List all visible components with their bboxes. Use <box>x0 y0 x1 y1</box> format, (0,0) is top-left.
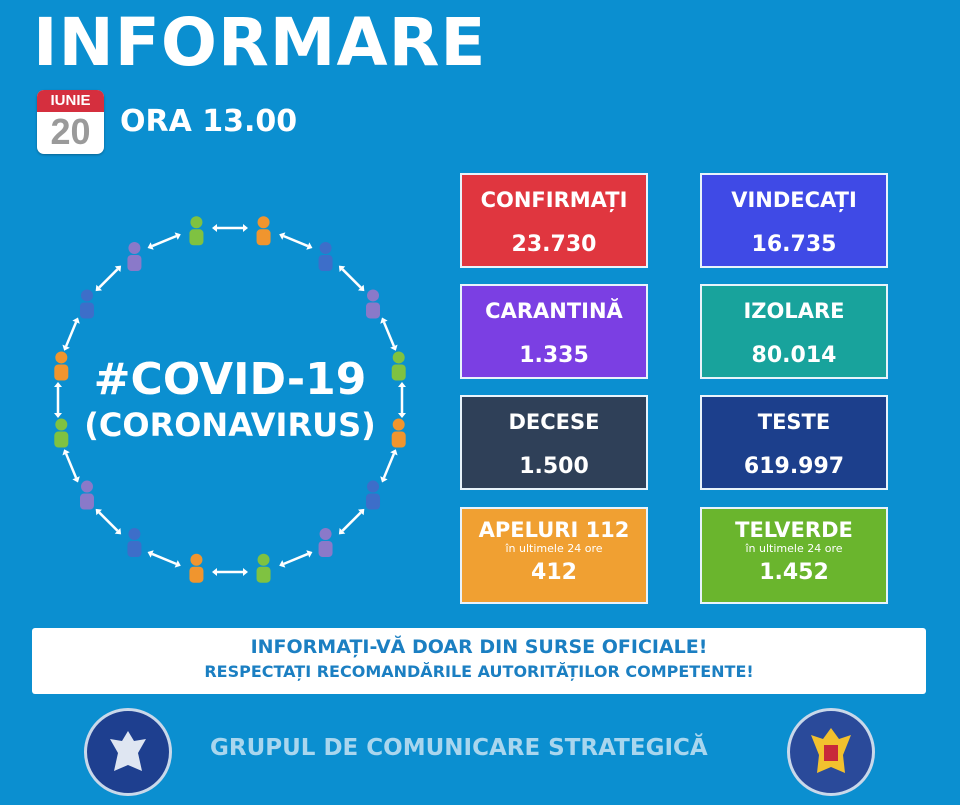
double-arrow-icon <box>380 449 398 483</box>
dsu-seal-logo <box>787 708 875 796</box>
stat-card-vindecat-i: VINDECAȚI 16.735 <box>700 173 888 268</box>
person-icon <box>256 553 271 583</box>
stat-value: 619.997 <box>743 454 845 479</box>
double-arrow-icon <box>147 232 181 250</box>
person-icon <box>391 418 406 448</box>
person-icon <box>189 553 204 583</box>
person-icon <box>79 480 94 510</box>
stat-value: 23.730 <box>511 232 597 257</box>
double-arrow-icon <box>279 232 313 250</box>
covid-heading: #COVID-19 (CORONAVIRUS) <box>60 355 400 445</box>
person-icon <box>391 351 406 381</box>
stat-card-apeluri-112: APELURI 112 în ultimele 24 ore 412 <box>460 507 648 604</box>
double-arrow-icon <box>398 382 406 418</box>
stat-card-carantina: CARANTINĂ 1.335 <box>460 284 648 379</box>
stat-card-decese: DECESE 1.500 <box>460 395 648 490</box>
double-arrow-icon <box>380 317 398 351</box>
person-icon <box>54 351 69 381</box>
covid-subtitle: (CORONAVIRUS) <box>84 406 376 444</box>
double-arrow-icon <box>54 382 62 418</box>
banner-line-2: RESPECTAȚI RECOMANDĂRILE AUTORITĂȚILOR C… <box>204 662 754 681</box>
footer-organization: GRUPUL DE COMUNICARE STRATEGICĂ <box>210 735 708 761</box>
person-icon <box>318 241 333 271</box>
stat-label: TELVERDE <box>735 518 853 542</box>
double-arrow-icon <box>62 317 80 351</box>
double-arrow-icon <box>147 550 181 568</box>
stat-label: APELURI 112 <box>478 518 630 542</box>
stat-label: CARANTINĂ <box>485 299 623 323</box>
stat-label: TESTE <box>757 410 831 434</box>
stat-card-izolare: IZOLARE 80.014 <box>700 284 888 379</box>
stat-value: 1.452 <box>759 560 829 585</box>
person-icon <box>189 216 204 246</box>
person-icon <box>318 528 333 558</box>
person-icon <box>366 289 381 319</box>
calendar-month: IUNIE <box>37 90 104 112</box>
double-arrow-icon <box>95 265 122 292</box>
page-title: INFORMARE <box>33 4 487 81</box>
stat-sublabel: în ultimele 24 ore <box>745 542 843 555</box>
stat-value: 1.500 <box>519 454 589 479</box>
double-arrow-icon <box>212 568 248 576</box>
stat-label: IZOLARE <box>743 299 845 323</box>
banner-line-1: INFORMAȚI-VĂ DOAR DIN SURSE OFICIALE! <box>250 636 708 658</box>
calendar-day: 20 <box>50 111 91 152</box>
stat-label: CONFIRMAȚI <box>480 188 628 212</box>
person-icon <box>54 418 69 448</box>
stat-sublabel: în ultimele 24 ore <box>505 542 603 555</box>
person-icon <box>79 289 94 319</box>
double-arrow-icon <box>338 508 365 535</box>
calendar-icon: IUNIE 20 <box>37 90 104 154</box>
coat-of-arms-icon <box>811 728 851 773</box>
stat-label: VINDECAȚI <box>731 188 857 212</box>
government-seal-logo <box>84 708 172 796</box>
stat-value: 412 <box>531 560 577 585</box>
double-arrow-icon <box>95 508 122 535</box>
stat-value: 80.014 <box>751 343 837 368</box>
person-icon <box>127 241 142 271</box>
advisory-banner: INFORMAȚI-VĂ DOAR DIN SURSE OFICIALE! RE… <box>32 628 926 694</box>
person-icon <box>127 528 142 558</box>
person-icon <box>256 216 271 246</box>
eagle-icon <box>110 731 146 771</box>
stat-label: DECESE <box>508 410 600 434</box>
double-arrow-icon <box>279 550 313 568</box>
double-arrow-icon <box>338 265 365 292</box>
double-arrow-icon <box>62 449 80 483</box>
person-icon <box>366 480 381 510</box>
people-ring-illustration <box>54 216 406 583</box>
report-time: ORA 13.00 <box>120 104 298 139</box>
double-arrow-icon <box>212 224 248 232</box>
covid-hashtag: #COVID-19 <box>93 354 367 405</box>
stat-card-confirmat-i: CONFIRMAȚI 23.730 <box>460 173 648 268</box>
stat-value: 16.735 <box>751 232 837 257</box>
stat-card-teste: TESTE 619.997 <box>700 395 888 490</box>
stat-card-telverde: TELVERDE în ultimele 24 ore 1.452 <box>700 507 888 604</box>
stat-value: 1.335 <box>519 343 589 368</box>
